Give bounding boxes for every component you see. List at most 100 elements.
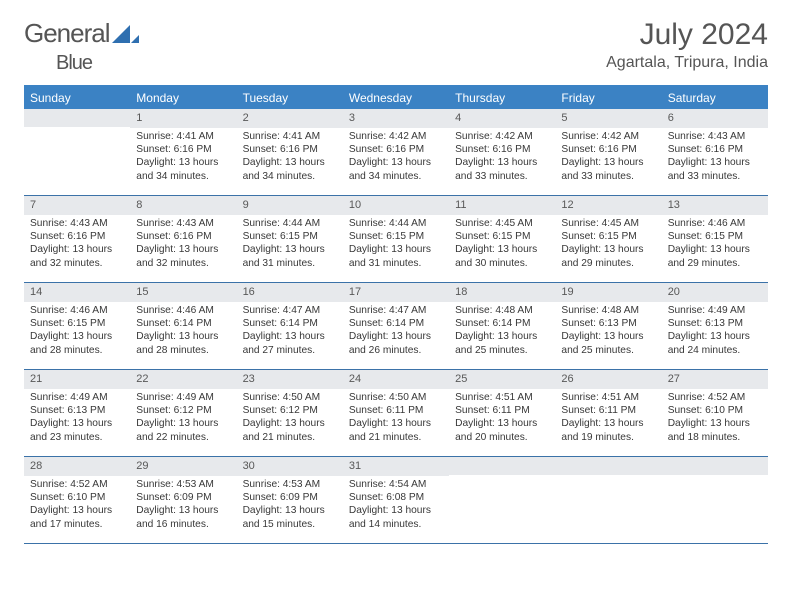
cell-body: Sunrise: 4:41 AMSunset: 6:16 PMDaylight:…: [130, 128, 236, 188]
cell-body: Sunrise: 4:51 AMSunset: 6:11 PMDaylight:…: [555, 389, 661, 449]
cell-body: Sunrise: 4:44 AMSunset: 6:15 PMDaylight:…: [237, 215, 343, 275]
month-year: July 2024: [606, 18, 768, 52]
sunset-text: Sunset: 6:16 PM: [561, 143, 655, 156]
sunset-text: Sunset: 6:16 PM: [136, 230, 230, 243]
logo: General: [24, 18, 142, 49]
cell-body: Sunrise: 4:49 AMSunset: 6:12 PMDaylight:…: [130, 389, 236, 449]
daylight-text: Daylight: 13 hours and 27 minutes.: [243, 330, 337, 357]
sunrise-text: Sunrise: 4:53 AM: [243, 478, 337, 491]
sunrise-text: Sunrise: 4:46 AM: [136, 304, 230, 317]
daylight-text: Daylight: 13 hours and 18 minutes.: [668, 417, 762, 444]
cell-body: Sunrise: 4:52 AMSunset: 6:10 PMDaylight:…: [662, 389, 768, 449]
sunrise-text: Sunrise: 4:45 AM: [561, 217, 655, 230]
daylight-text: Daylight: 13 hours and 29 minutes.: [561, 243, 655, 270]
cell-body: Sunrise: 4:43 AMSunset: 6:16 PMDaylight:…: [130, 215, 236, 275]
sunset-text: Sunset: 6:13 PM: [561, 317, 655, 330]
calendar-cell: 29Sunrise: 4:53 AMSunset: 6:09 PMDayligh…: [130, 457, 236, 543]
dayname-thu: Thursday: [449, 87, 555, 109]
sunrise-text: Sunrise: 4:43 AM: [668, 130, 762, 143]
daylight-text: Daylight: 13 hours and 26 minutes.: [349, 330, 443, 357]
calendar-cell: 24Sunrise: 4:50 AMSunset: 6:11 PMDayligh…: [343, 370, 449, 456]
calendar-cell: 13Sunrise: 4:46 AMSunset: 6:15 PMDayligh…: [662, 196, 768, 282]
calendar-cell: 10Sunrise: 4:44 AMSunset: 6:15 PMDayligh…: [343, 196, 449, 282]
sunset-text: Sunset: 6:15 PM: [561, 230, 655, 243]
week-row: 7Sunrise: 4:43 AMSunset: 6:16 PMDaylight…: [24, 196, 768, 283]
cell-body: Sunrise: 4:50 AMSunset: 6:12 PMDaylight:…: [237, 389, 343, 449]
cell-body: Sunrise: 4:49 AMSunset: 6:13 PMDaylight:…: [662, 302, 768, 362]
calendar-cell: 20Sunrise: 4:49 AMSunset: 6:13 PMDayligh…: [662, 283, 768, 369]
day-number: 15: [130, 283, 236, 302]
cell-body: Sunrise: 4:46 AMSunset: 6:15 PMDaylight:…: [24, 302, 130, 362]
title-block: July 2024 Agartala, Tripura, India: [606, 18, 768, 72]
sunrise-text: Sunrise: 4:49 AM: [136, 391, 230, 404]
dayname-tue: Tuesday: [237, 87, 343, 109]
daylight-text: Daylight: 13 hours and 31 minutes.: [243, 243, 337, 270]
day-number: 2: [237, 109, 343, 128]
sunrise-text: Sunrise: 4:47 AM: [349, 304, 443, 317]
dayname-fri: Friday: [555, 87, 661, 109]
day-number: 21: [24, 370, 130, 389]
cell-body: Sunrise: 4:43 AMSunset: 6:16 PMDaylight:…: [24, 215, 130, 275]
calendar-cell: [24, 109, 130, 195]
cell-body: Sunrise: 4:50 AMSunset: 6:11 PMDaylight:…: [343, 389, 449, 449]
day-number: 26: [555, 370, 661, 389]
calendar-cell: 26Sunrise: 4:51 AMSunset: 6:11 PMDayligh…: [555, 370, 661, 456]
calendar-cell: 23Sunrise: 4:50 AMSunset: 6:12 PMDayligh…: [237, 370, 343, 456]
day-number: 23: [237, 370, 343, 389]
daylight-text: Daylight: 13 hours and 31 minutes.: [349, 243, 443, 270]
sunrise-text: Sunrise: 4:51 AM: [561, 391, 655, 404]
sunset-text: Sunset: 6:09 PM: [136, 491, 230, 504]
daylight-text: Daylight: 13 hours and 20 minutes.: [455, 417, 549, 444]
sunrise-text: Sunrise: 4:44 AM: [243, 217, 337, 230]
sunset-text: Sunset: 6:16 PM: [136, 143, 230, 156]
week-row: 21Sunrise: 4:49 AMSunset: 6:13 PMDayligh…: [24, 370, 768, 457]
daylight-text: Daylight: 13 hours and 33 minutes.: [668, 156, 762, 183]
daylight-text: Daylight: 13 hours and 28 minutes.: [30, 330, 124, 357]
calendar-cell: 5Sunrise: 4:42 AMSunset: 6:16 PMDaylight…: [555, 109, 661, 195]
calendar-cell: 7Sunrise: 4:43 AMSunset: 6:16 PMDaylight…: [24, 196, 130, 282]
daylight-text: Daylight: 13 hours and 23 minutes.: [30, 417, 124, 444]
sunrise-text: Sunrise: 4:52 AM: [30, 478, 124, 491]
cell-body: Sunrise: 4:45 AMSunset: 6:15 PMDaylight:…: [449, 215, 555, 275]
day-number: 6: [662, 109, 768, 128]
day-number: [662, 457, 768, 475]
weeks-container: 1Sunrise: 4:41 AMSunset: 6:16 PMDaylight…: [24, 109, 768, 544]
daylight-text: Daylight: 13 hours and 29 minutes.: [668, 243, 762, 270]
calendar: Sunday Monday Tuesday Wednesday Thursday…: [24, 85, 768, 544]
dayname-row: Sunday Monday Tuesday Wednesday Thursday…: [24, 87, 768, 109]
calendar-cell: [555, 457, 661, 543]
sunrise-text: Sunrise: 4:43 AM: [30, 217, 124, 230]
calendar-cell: 17Sunrise: 4:47 AMSunset: 6:14 PMDayligh…: [343, 283, 449, 369]
sunset-text: Sunset: 6:15 PM: [349, 230, 443, 243]
cell-body: Sunrise: 4:46 AMSunset: 6:14 PMDaylight:…: [130, 302, 236, 362]
calendar-cell: 6Sunrise: 4:43 AMSunset: 6:16 PMDaylight…: [662, 109, 768, 195]
sunset-text: Sunset: 6:16 PM: [455, 143, 549, 156]
day-number: 19: [555, 283, 661, 302]
day-number: 20: [662, 283, 768, 302]
daylight-text: Daylight: 13 hours and 21 minutes.: [243, 417, 337, 444]
sunset-text: Sunset: 6:10 PM: [30, 491, 124, 504]
cell-body: Sunrise: 4:52 AMSunset: 6:10 PMDaylight:…: [24, 476, 130, 536]
week-row: 1Sunrise: 4:41 AMSunset: 6:16 PMDaylight…: [24, 109, 768, 196]
calendar-cell: 27Sunrise: 4:52 AMSunset: 6:10 PMDayligh…: [662, 370, 768, 456]
dayname-wed: Wednesday: [343, 87, 449, 109]
sunrise-text: Sunrise: 4:42 AM: [455, 130, 549, 143]
sunrise-text: Sunrise: 4:54 AM: [349, 478, 443, 491]
daylight-text: Daylight: 13 hours and 15 minutes.: [243, 504, 337, 531]
day-number: 28: [24, 457, 130, 476]
sunset-text: Sunset: 6:14 PM: [243, 317, 337, 330]
calendar-cell: 8Sunrise: 4:43 AMSunset: 6:16 PMDaylight…: [130, 196, 236, 282]
sunrise-text: Sunrise: 4:41 AM: [243, 130, 337, 143]
sunset-text: Sunset: 6:16 PM: [349, 143, 443, 156]
sunset-text: Sunset: 6:10 PM: [668, 404, 762, 417]
sunset-text: Sunset: 6:16 PM: [30, 230, 124, 243]
sunset-text: Sunset: 6:14 PM: [136, 317, 230, 330]
dayname-sat: Saturday: [662, 87, 768, 109]
day-number: 30: [237, 457, 343, 476]
sunrise-text: Sunrise: 4:44 AM: [349, 217, 443, 230]
sunset-text: Sunset: 6:15 PM: [668, 230, 762, 243]
calendar-cell: 14Sunrise: 4:46 AMSunset: 6:15 PMDayligh…: [24, 283, 130, 369]
calendar-cell: 15Sunrise: 4:46 AMSunset: 6:14 PMDayligh…: [130, 283, 236, 369]
cell-body: Sunrise: 4:42 AMSunset: 6:16 PMDaylight:…: [343, 128, 449, 188]
cell-body: Sunrise: 4:41 AMSunset: 6:16 PMDaylight:…: [237, 128, 343, 188]
